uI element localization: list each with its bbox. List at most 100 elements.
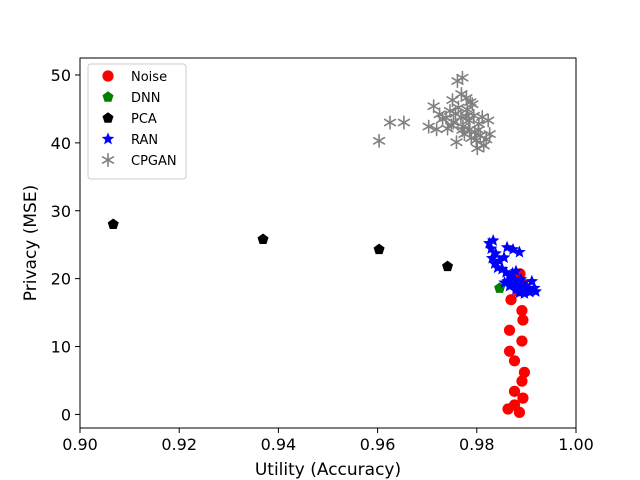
- data-point: [462, 113, 476, 128]
- x-tick-label: 0.92: [161, 435, 197, 454]
- y-tick-label: 40: [51, 134, 71, 153]
- data-point: [528, 281, 541, 294]
- data-point: [507, 272, 520, 285]
- y-tick-label: 0: [61, 405, 71, 424]
- data-point: [460, 109, 473, 124]
- data-point: [485, 251, 499, 264]
- data-point: [503, 279, 516, 292]
- data-point: [482, 113, 495, 128]
- data-point: [373, 243, 385, 255]
- data-point: [422, 119, 435, 134]
- legend-item-dnn: DNN: [102, 91, 160, 106]
- y-axis-title: Privacy (MSE): [21, 185, 41, 301]
- legend-label: Noise: [131, 70, 167, 85]
- data-point: [518, 286, 531, 299]
- data-point: [516, 335, 528, 347]
- y-tick-label: 30: [51, 202, 71, 221]
- data-point: [516, 281, 530, 294]
- data-point: [502, 403, 514, 415]
- y-axis-ticks: 0 10 20 30 40 50: [51, 66, 80, 424]
- data-point: [484, 242, 498, 255]
- data-point: [486, 234, 500, 246]
- legend-marker: [101, 153, 115, 167]
- data-point: [489, 246, 502, 259]
- data-point: [503, 345, 516, 357]
- data-point: [472, 122, 485, 137]
- data-point: [483, 127, 496, 142]
- data-point: [471, 141, 484, 156]
- data-point: [427, 99, 440, 114]
- data-point: [449, 106, 462, 121]
- data-point: [495, 262, 509, 275]
- legend-item-cpgan: CPGAN: [101, 153, 177, 169]
- data-point: [442, 260, 454, 272]
- legend: Noise DNN PCA RAN CPGAN: [87, 63, 187, 180]
- y-tick-label: 10: [51, 338, 71, 357]
- data-point: [523, 285, 537, 298]
- plot-frame: [79, 57, 577, 429]
- data-point: [498, 276, 511, 289]
- data-point: [497, 251, 511, 263]
- legend-box: [87, 63, 187, 180]
- data-point: [508, 355, 521, 367]
- legend-marker: [102, 112, 114, 123]
- data-point: [510, 276, 524, 289]
- data-point: [518, 366, 531, 378]
- legend-label: DNN: [131, 91, 160, 106]
- data-point: [513, 245, 526, 258]
- data-point: [516, 304, 528, 317]
- legend-item-pca: PCA: [102, 112, 157, 127]
- data-point: [506, 266, 519, 279]
- data-point: [516, 276, 530, 289]
- data-point: [509, 264, 523, 277]
- data-point: [513, 406, 526, 418]
- x-tick-label: 0.94: [261, 435, 297, 454]
- data-point: [397, 115, 411, 130]
- data-point: [383, 115, 397, 130]
- legend-item-noise: Noise: [102, 70, 167, 85]
- legend-marker: [101, 132, 115, 145]
- data-point: [525, 274, 539, 287]
- data-point: [257, 233, 269, 244]
- data-point: [516, 375, 528, 387]
- data-point: [514, 272, 528, 285]
- y-tick-label: 20: [51, 270, 71, 289]
- x-tick-label: 1.00: [558, 435, 594, 454]
- data-point: [439, 110, 453, 125]
- x-axis-title: Utility (Accuracy): [255, 460, 401, 480]
- data-point: [499, 265, 513, 278]
- series-pca: [107, 218, 454, 272]
- data-point: [517, 314, 529, 326]
- legend-label: RAN: [131, 133, 158, 148]
- series-noise: [502, 268, 531, 418]
- data-point: [506, 242, 520, 255]
- data-point: [482, 236, 496, 249]
- legend-label: PCA: [131, 112, 157, 127]
- data-point: [107, 218, 119, 230]
- series-cpgan: [372, 70, 496, 156]
- y-tick-label: 50: [51, 66, 71, 85]
- x-tick-label: 0.90: [62, 435, 98, 454]
- x-tick-label: 0.98: [459, 435, 495, 454]
- data-point: [372, 133, 386, 148]
- data-point: [456, 70, 469, 85]
- data-point: [455, 86, 468, 101]
- x-tick-label: 0.96: [360, 435, 396, 454]
- data-point: [456, 122, 469, 137]
- legend-item-ran: RAN: [101, 132, 158, 148]
- data-point: [430, 122, 443, 137]
- data-point: [509, 282, 523, 295]
- data-point: [505, 294, 517, 306]
- data-point: [488, 257, 501, 270]
- data-point: [493, 254, 506, 267]
- legend-marker: [102, 91, 114, 102]
- data-point: [464, 95, 477, 110]
- plot-marks: [107, 70, 543, 418]
- legend-label: CPGAN: [131, 154, 177, 169]
- series-ran: [482, 234, 543, 299]
- data-point: [500, 240, 514, 253]
- x-axis-ticks: 0.90 0.92 0.94 0.96 0.98 1.00: [62, 428, 594, 454]
- data-point: [508, 385, 521, 397]
- data-point: [529, 284, 543, 297]
